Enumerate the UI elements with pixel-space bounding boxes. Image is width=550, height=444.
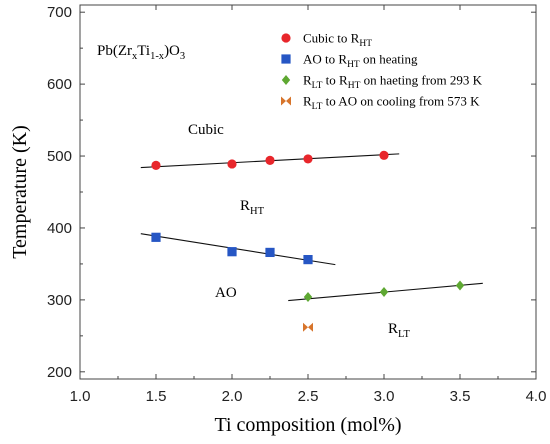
formula-annotation: Pb(ZrxTi1-x)O3 [97, 43, 185, 62]
legend-marker-3 [281, 75, 291, 85]
x-tick-label: 1.5 [146, 388, 167, 405]
x-tick-label: 2.0 [222, 388, 243, 405]
cubic-region-label: Cubic [188, 122, 224, 138]
data-point-series-2 [303, 255, 313, 265]
y-tick-label: 600 [47, 76, 72, 93]
legend-label-1: Cubic to RHT [303, 31, 372, 50]
y-tick-label: 200 [47, 364, 72, 381]
x-tick-label: 3.5 [450, 388, 471, 405]
x-axis-title: Ti composition (mol%) [214, 414, 401, 436]
data-point-series-3 [379, 286, 389, 297]
axis-ticks: 1.0 1.5 2.0 2.5 3.0 3.5 4.0 200 300 400 500 600 700 [47, 4, 546, 405]
data-point-series-1 [227, 159, 237, 169]
legend-marker-1 [281, 33, 291, 43]
x-tick-label: 1.0 [70, 388, 91, 405]
data-point-series-3 [455, 280, 465, 291]
y-tick-label: 700 [47, 4, 72, 21]
data-point-series-2 [265, 247, 275, 258]
x-tick-label: 2.5 [298, 388, 319, 405]
rlt-region-label: RLT [388, 321, 410, 340]
x-tick-label: 4.0 [526, 388, 547, 405]
y-tick-label: 400 [47, 220, 72, 237]
legend-marker-2 [281, 54, 291, 64]
legend-label-2: AO to RHT on heating [303, 52, 418, 71]
y-tick-label: 500 [47, 148, 72, 165]
data-point-series-1 [151, 160, 161, 170]
legend-label-3: RLT to RHT on haeting from 293 K [303, 73, 483, 92]
data-points [151, 150, 465, 332]
data-point-series-1 [379, 150, 389, 160]
data-point-series-1 [265, 155, 275, 165]
legend-label-4: RLT to AO on cooling from 573 K [303, 94, 480, 113]
rht-region-label: RHT [240, 198, 265, 217]
data-point-series-3 [303, 292, 313, 303]
data-point-series-2 [151, 232, 161, 242]
legend: Cubic to RHT AO to RHT on heating RLT to R… [281, 31, 483, 113]
y-axis-title: Temperature (K) [9, 125, 31, 259]
data-point-series-1 [303, 154, 313, 164]
ao-region-label: AO [215, 285, 237, 301]
fit-lines [140, 153, 483, 302]
data-point-series-2 [227, 247, 237, 257]
fit-line [140, 233, 336, 266]
y-tick-label: 300 [47, 292, 72, 309]
data-point-series-4 [303, 322, 313, 332]
legend-marker-4 [281, 96, 291, 106]
x-tick-label: 3.0 [374, 388, 395, 405]
